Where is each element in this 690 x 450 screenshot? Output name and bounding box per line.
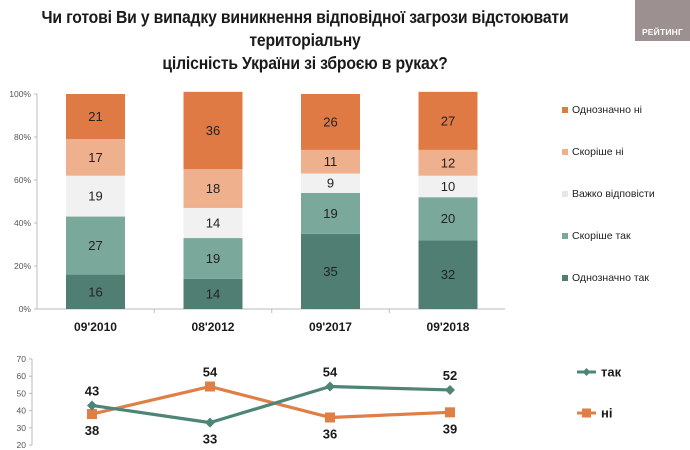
line-legend-label-yes: так [601, 365, 622, 380]
legend-swatch-definitely_yes [562, 275, 568, 281]
bar-value-label: 35 [323, 264, 337, 279]
bar-value-label: 10 [441, 179, 455, 194]
legend-label-hard_to_say: Важко відповісти [572, 188, 655, 200]
bar-y-tick-label: 20% [14, 261, 31, 271]
legend-label-definitely_no: Однозначно ні [572, 104, 642, 116]
bar-value-label: 14 [206, 216, 220, 231]
bar-segment-rather_no [66, 139, 125, 176]
bar-value-label: 16 [88, 284, 102, 299]
line-series-no [91, 384, 451, 420]
line-y-tick-label: 30 [17, 423, 27, 433]
bar-value-label: 32 [441, 267, 455, 282]
line-value-label-yes: 33 [203, 432, 217, 447]
bar-segment-rather_yes [301, 192, 360, 234]
bar-y-tick-label: 60% [14, 175, 31, 185]
chart-title-line-1: Чи готові Ви у випадку виникнення відпов… [41, 7, 569, 50]
legend-label-rather_yes: Скоріше так [572, 230, 631, 242]
bar-segment-definitely_yes [183, 278, 243, 309]
line-value-label-no: 39 [443, 421, 457, 436]
bar-segment-definitely_yes [301, 233, 360, 309]
bar-value-label: 11 [324, 154, 338, 169]
line-point-no [325, 412, 335, 423]
bar-value-label: 19 [88, 189, 102, 204]
line-legend-label-no: ні [601, 406, 612, 421]
line-value-label-no: 38 [85, 423, 99, 438]
stacked-bar-chart: 0% 20% 40% 60% 80% 100% 16 27 19 17 21 09'2010 14 19 1… [9, 89, 655, 334]
legend-label-rather_no: Скоріше ні [572, 146, 624, 158]
line-y-tick-label: 40 [17, 406, 27, 416]
legend-swatch-definitely_no [562, 107, 568, 113]
bar-segment-rather_yes [183, 238, 243, 279]
line-value-label-yes: 43 [85, 383, 99, 398]
bar-category-label: 08'2012 [192, 320, 235, 334]
bar-value-label: 21 [88, 109, 102, 124]
line-y-tick-label: 20 [17, 440, 27, 450]
bar-segment-definitely_yes [66, 274, 125, 309]
bar-value-label: 17 [88, 150, 102, 165]
line-legend-marker-no [582, 408, 591, 418]
line-point-yes [87, 400, 97, 411]
bar-segment-rather_no [183, 169, 243, 208]
bar-value-label: 26 [323, 114, 337, 129]
rating-logo-text: РЕЙТИНГ [641, 27, 684, 37]
line-point-no [205, 381, 215, 392]
line-y-tick-label: 70 [17, 354, 27, 364]
chart-title: Чи готові Ви у випадку виникнення відпов… [31, 6, 580, 75]
legend-swatch-rather_no [562, 149, 568, 155]
bar-segment-rather_yes [418, 197, 478, 241]
bar-category-label: 09'2010 [74, 320, 117, 334]
bar-value-label: 14 [206, 286, 220, 301]
bar-segment-definitely_no [418, 91, 478, 150]
bar-value-label: 18 [206, 181, 220, 196]
line-point-yes [205, 417, 215, 428]
line-value-label-no: 36 [323, 426, 337, 441]
line-point-yes [325, 381, 335, 392]
legend-label-definitely_yes: Однозначно так [572, 272, 649, 284]
line-series-yes [91, 384, 451, 425]
bar-segment-definitely_yes [418, 240, 478, 309]
bar-segment-definitely_no [66, 94, 125, 140]
bar-segment-rather_yes [66, 216, 125, 275]
bar-value-label: 19 [323, 206, 337, 221]
bar-value-label: 27 [88, 238, 102, 253]
bar-value-label: 19 [206, 251, 220, 266]
line-y-tick-label: 50 [17, 388, 27, 398]
bar-value-label: 27 [441, 113, 455, 128]
bar-value-label: 20 [441, 211, 455, 226]
bar-segment-hard_to_say [66, 175, 125, 217]
line-y-tick-label: 60 [17, 371, 27, 381]
rating-logo: РЕЙТИНГ [635, 0, 690, 41]
bar-y-tick-label: 100% [9, 89, 31, 99]
line-value-label-yes: 54 [323, 365, 338, 380]
bar-segment-rather_no [301, 149, 360, 174]
line-point-no [87, 409, 97, 420]
bar-segment-definitely_no [183, 91, 243, 170]
bar-category-label: 09'2018 [427, 320, 470, 334]
chart-title-line-2: цілісність України зі зброєю в руках? [162, 53, 448, 73]
line-value-label-yes: 52 [443, 368, 457, 383]
line-point-no [445, 407, 455, 418]
bar-segment-hard_to_say [418, 175, 478, 198]
line-value-label-no: 54 [203, 365, 218, 380]
bar-y-tick-label: 80% [14, 132, 31, 142]
bar-segment-rather_no [418, 149, 478, 176]
bar-value-label: 36 [206, 123, 220, 138]
legend-swatch-rather_yes [562, 233, 568, 239]
bar-y-tick-label: 0% [19, 304, 32, 314]
bar-segment-definitely_no [301, 94, 360, 150]
bar-value-label: 9 [327, 176, 334, 191]
bar-y-tick-label: 40% [14, 218, 31, 228]
line-point-yes [445, 384, 455, 395]
legend-swatch-hard_to_say [562, 191, 568, 197]
line-legend-marker-yes [582, 368, 591, 376]
bar-segment-hard_to_say [301, 173, 360, 193]
bar-value-label: 12 [441, 155, 455, 170]
bar-segment-hard_to_say [183, 207, 243, 239]
bar-category-label: 09'2017 [309, 320, 352, 334]
